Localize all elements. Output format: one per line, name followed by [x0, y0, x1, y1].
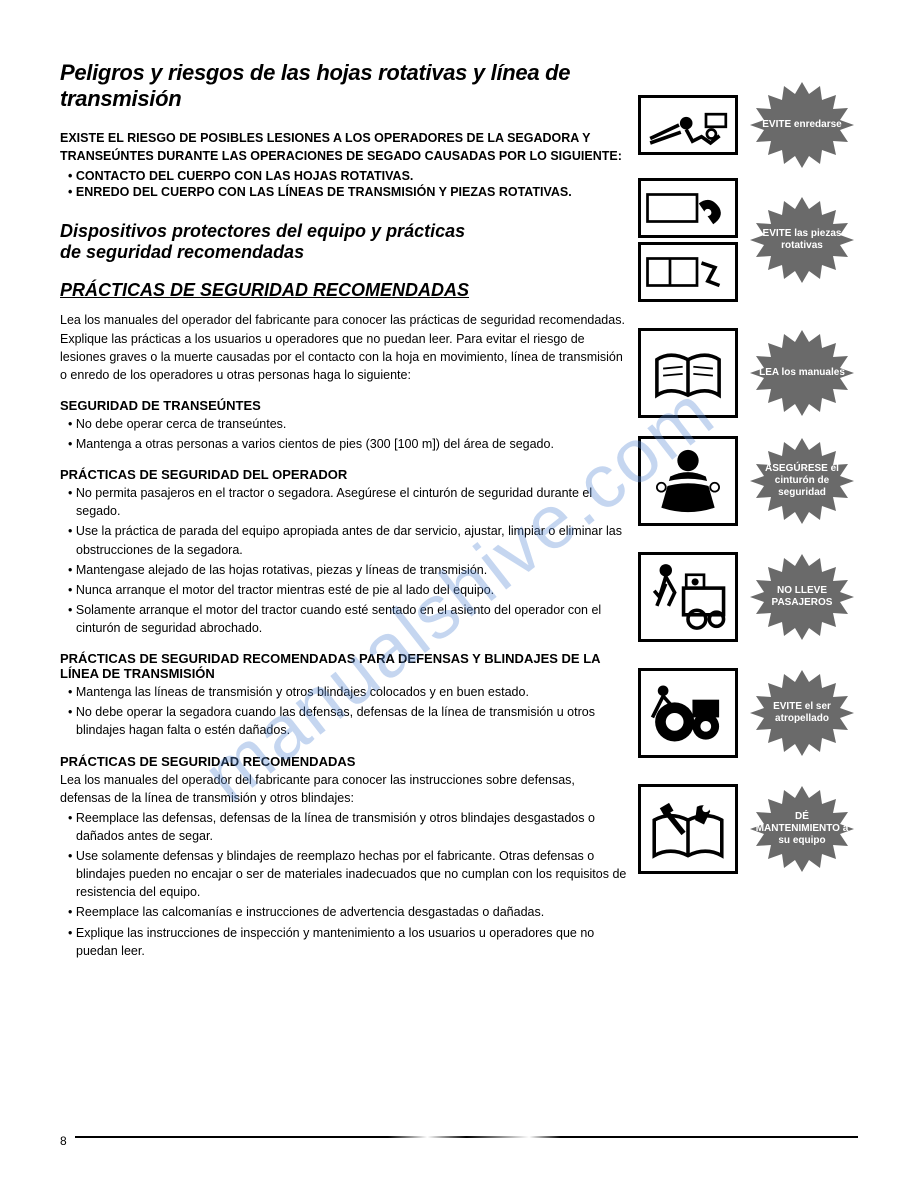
sub0-b0: No debe operar cerca de transeúntes. [68, 415, 628, 433]
sub3-b1: Use solamente defensas y blindajes de re… [68, 847, 628, 901]
sub2-b1: No debe operar la segadora cuando las de… [68, 703, 628, 739]
sub3-heading: PRÁCTICAS DE SEGURIDAD RECOMENDADAS [60, 754, 628, 769]
icon-row-4: NO LLEVE PASAJEROS [638, 552, 868, 642]
starburst-4-text: NO LLEVE PASAJEROS [742, 585, 862, 609]
sub1-b0: No permita pasajeros en el tractor o seg… [68, 484, 628, 520]
page-title: Peligros y riesgos de las hojas rotativa… [60, 60, 628, 112]
icon-row-5: EVITE el ser atropellado [638, 668, 868, 758]
starburst-1-text: EVITE las piezas rotativas [742, 228, 862, 252]
starburst-0: EVITE enredarse [742, 80, 862, 170]
starburst-0-text: EVITE enredarse [750, 119, 853, 131]
starburst-2-text: LEA los manuales [747, 367, 857, 379]
no-passengers-icon [638, 552, 738, 642]
runover-icon [638, 668, 738, 758]
sub3-intro: Lea los manuales del operador del fabric… [60, 771, 628, 807]
sub1-b4: Solamente arranque el motor del tractor … [68, 601, 628, 637]
icon-row-0: EVITE enredarse [638, 80, 868, 170]
book-icon [638, 328, 738, 418]
page-content: Peligros y riesgos de las hojas rotativa… [60, 60, 868, 962]
rotating-icon-a [638, 178, 738, 238]
starburst-5-text: EVITE el ser atropellado [742, 701, 862, 725]
icon-column: EVITE enredarse [638, 60, 868, 962]
sub2-heading: PRÁCTICAS DE SEGURIDAD RECOMENDADAS PARA… [60, 651, 628, 681]
rotating-icon-b [638, 242, 738, 302]
starburst-3: ASEGÚRESE el cinturón de seguridad [742, 436, 862, 526]
sub1-b2: Mantengase alejado de las hojas rotativa… [68, 561, 628, 579]
starburst-6-text: DÉ MANTENIMIENTO a su equipo [742, 811, 862, 847]
intro-lead: EXISTE EL RIESGO DE POSIBLES LESIONES A … [60, 130, 628, 165]
starburst-1: EVITE las piezas rotativas [742, 195, 862, 285]
sub3-b2: Reemplace las calcomanías e instruccione… [68, 903, 628, 921]
icon-row-2: LEA los manuales [638, 328, 868, 418]
starburst-4: NO LLEVE PASAJEROS [742, 552, 862, 642]
section3-body: Lea los manuales del operador del fabric… [60, 311, 628, 384]
sub0-b1: Mantenga a otras personas a varios cient… [68, 435, 628, 453]
section3-heading: PRÁCTICAS DE SEGURIDAD RECOMENDADAS [60, 280, 628, 301]
page-number: 8 [60, 1134, 67, 1148]
section2-heading: Dispositivos protectores del equipo y pr… [60, 221, 628, 262]
sub2-b0: Mantenga las líneas de transmisión y otr… [68, 683, 628, 701]
starburst-3-text: ASEGÚRESE el cinturón de seguridad [742, 463, 862, 499]
sub0-heading: SEGURIDAD DE TRANSEÚNTES [60, 398, 628, 413]
section2-line2: de seguridad recomendadas [60, 242, 304, 262]
sub1-b1: Use la práctica de parada del equipo apr… [68, 522, 628, 558]
intro-bullet-0: CONTACTO DEL CUERPO CON LAS HOJAS ROTATI… [68, 169, 628, 183]
intro-bullet-1: ENREDO DEL CUERPO CON LAS LÍNEAS DE TRAN… [68, 185, 628, 199]
icon-row-3: ASEGÚRESE el cinturón de seguridad [638, 436, 868, 526]
text-column: Peligros y riesgos de las hojas rotativa… [60, 60, 628, 962]
sub3-b3: Explique las instrucciones de inspección… [68, 924, 628, 960]
entangle-icon [638, 95, 738, 155]
section2-line1: Dispositivos protectores del equipo y pr… [60, 221, 465, 241]
icon-row-1: EVITE las piezas rotativas [638, 178, 868, 302]
starburst-6: DÉ MANTENIMIENTO a su equipo [742, 784, 862, 874]
icon-row-6: DÉ MANTENIMIENTO a su equipo [638, 784, 868, 874]
sub3-b0: Reemplace las defensas, defensas de la l… [68, 809, 628, 845]
seatbelt-icon [638, 436, 738, 526]
footer-rule [75, 1136, 858, 1138]
starburst-5: EVITE el ser atropellado [742, 668, 862, 758]
maintenance-icon [638, 784, 738, 874]
sub1-heading: PRÁCTICAS DE SEGURIDAD DEL OPERADOR [60, 467, 628, 482]
sub1-b3: Nunca arranque el motor del tractor mien… [68, 581, 628, 599]
starburst-2: LEA los manuales [742, 328, 862, 418]
rotating-parts-stack [638, 178, 738, 302]
